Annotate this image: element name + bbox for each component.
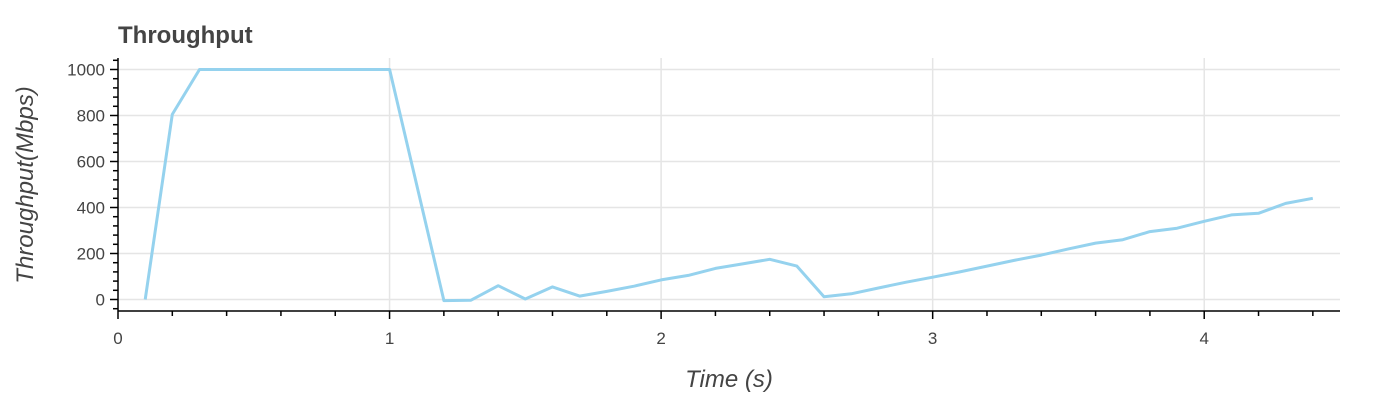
chart-title: Throughput [118, 22, 253, 49]
y-tick-label: 600 [77, 153, 105, 172]
grid-lines [118, 58, 1340, 311]
y-axis-title: Throughput(Mbps) [12, 86, 39, 283]
x-tick-label: 3 [928, 329, 937, 348]
x-axis-title: Time (s) [685, 366, 773, 393]
y-tick-label: 800 [77, 107, 105, 126]
y-tick-label: 0 [96, 291, 105, 310]
x-tick-label: 1 [385, 329, 394, 348]
x-tick-label: 0 [113, 329, 122, 348]
throughput-series-line [143, 68, 1314, 303]
plot-frame [117, 58, 1340, 312]
x-axis-ticks: 0 1 2 3 4 [113, 311, 1314, 348]
y-tick-label: 200 [77, 245, 105, 264]
y-axis-ticks: 0 200 400 600 800 1000 [67, 59, 118, 310]
x-tick-label: 4 [1199, 329, 1208, 348]
y-tick-label: 1000 [67, 61, 105, 80]
x-tick-label: 2 [656, 329, 665, 348]
series-group [143, 68, 1314, 303]
y-tick-label: 400 [77, 199, 105, 218]
